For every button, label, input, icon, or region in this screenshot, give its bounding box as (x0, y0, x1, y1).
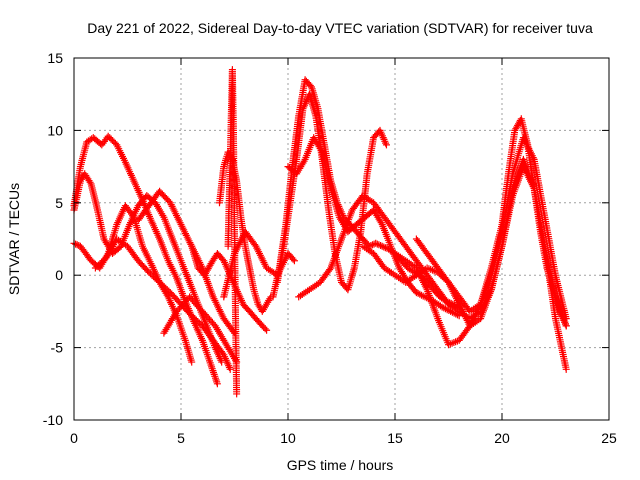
axis-ticks: 0 5 10 15 20 25 -10 -5 0 5 10 15 (43, 50, 617, 446)
data-point (213, 380, 221, 388)
data-point (418, 291, 425, 299)
y-tick-label: 0 (55, 267, 63, 283)
x-tick-label: 0 (70, 430, 78, 446)
x-axis-label: GPS time / hours (287, 457, 394, 473)
data-point (367, 242, 375, 249)
data-point (326, 266, 334, 274)
data-point (188, 358, 196, 366)
data-point (289, 255, 297, 263)
data-point (377, 242, 385, 249)
x-tick-label: 10 (280, 430, 296, 446)
data-point (233, 390, 241, 398)
x-tick-label: 5 (177, 430, 185, 446)
data-point (562, 315, 570, 323)
series-track-9 (224, 66, 241, 398)
data-point (129, 212, 137, 220)
chart-title: Day 221 of 2022, Sidereal Day-to-day VTE… (87, 20, 593, 36)
y-axis-label: SDTVAR / TECUs (6, 183, 22, 295)
data-point (562, 322, 570, 330)
data-point (429, 266, 436, 274)
data-point (450, 339, 458, 346)
series-track-4 (91, 235, 234, 373)
data-point (263, 326, 271, 334)
data-point (261, 325, 269, 333)
data-point (373, 240, 381, 248)
data-point (438, 303, 446, 311)
y-tick-label: -5 (51, 340, 64, 356)
data-point (381, 244, 389, 252)
x-tick-label: 15 (387, 430, 403, 446)
data-point (86, 178, 94, 186)
data-point (375, 241, 383, 249)
x-tick-label: 25 (601, 430, 617, 446)
data-point (378, 242, 386, 250)
series-track-17 (359, 134, 570, 323)
plot-frame (73, 57, 610, 421)
y-tick-label: 10 (47, 122, 63, 138)
y-tick-label: -10 (43, 412, 63, 428)
data-points (70, 66, 570, 398)
data-point (443, 306, 451, 314)
data-point (562, 365, 570, 373)
data-point (290, 257, 298, 265)
data-point (372, 239, 380, 247)
y-tick-label: 15 (47, 50, 63, 66)
data-point (442, 305, 449, 313)
data-point (226, 365, 234, 373)
series-track-6 (160, 293, 241, 366)
grid-lines (74, 58, 609, 420)
series-track-16 (412, 163, 570, 330)
data-point (369, 241, 376, 249)
data-point (73, 241, 81, 249)
y-tick-label: 5 (55, 195, 63, 211)
data-point (412, 289, 420, 297)
series-track-5 (134, 187, 238, 337)
data-point (382, 141, 390, 149)
data-point (72, 240, 80, 248)
x-tick-label: 20 (494, 430, 510, 446)
data-point (380, 243, 388, 251)
